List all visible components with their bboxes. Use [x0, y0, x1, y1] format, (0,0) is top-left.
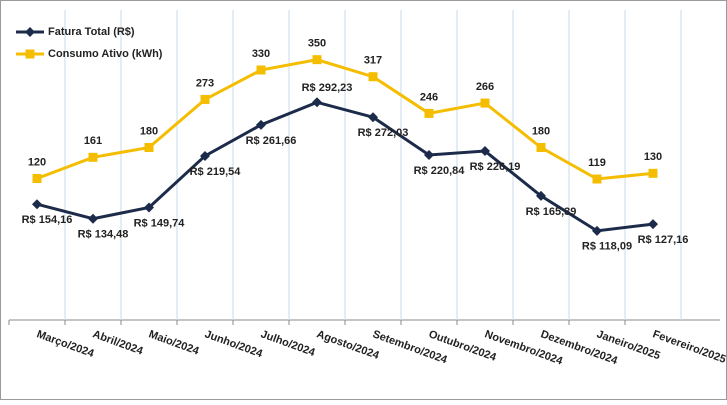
data-label: 130	[644, 151, 662, 163]
point	[312, 97, 322, 108]
legend-label: Fatura Total (R$)	[48, 26, 135, 38]
data-label: 330	[252, 48, 270, 60]
point	[200, 150, 210, 161]
data-label: R$ 261,66	[246, 135, 297, 147]
point	[88, 152, 98, 162]
point	[312, 55, 322, 65]
data-label: R$ 272,03	[358, 127, 409, 139]
point	[424, 149, 434, 160]
point	[592, 225, 602, 236]
data-label: 246	[420, 91, 438, 103]
data-label: R$ 127,16	[638, 234, 689, 246]
series-line	[36, 100, 654, 233]
data-label: R$ 118,09	[582, 241, 632, 253]
data-label: R$ 149,74	[134, 217, 186, 229]
data-label: 161	[84, 135, 102, 147]
data-label: 350	[308, 38, 326, 50]
data-label: R$ 165,39	[526, 206, 577, 218]
point	[32, 174, 42, 183]
data-label: R$ 226,19	[470, 161, 521, 173]
point	[200, 94, 210, 104]
point	[648, 168, 658, 178]
point	[32, 199, 42, 210]
point	[144, 202, 154, 213]
point	[424, 108, 434, 118]
point	[368, 72, 378, 82]
data-label: 273	[196, 77, 214, 89]
point	[144, 143, 154, 152]
data-label: 317	[364, 55, 382, 67]
point	[648, 219, 658, 230]
point	[536, 143, 546, 152]
point	[480, 98, 490, 108]
data-label: 180	[532, 125, 550, 137]
legend-label: Consumo Ativo (kWh)	[48, 48, 163, 60]
point	[368, 112, 378, 123]
data-label: 120	[28, 156, 46, 168]
data-label: 119	[588, 157, 606, 169]
legend-marker	[25, 27, 35, 37]
point	[256, 65, 266, 75]
data-label: R$ 134,48	[78, 229, 129, 241]
data-label: 180	[140, 125, 158, 137]
series-line	[36, 58, 654, 181]
point	[480, 146, 490, 157]
point	[536, 190, 546, 201]
point	[256, 119, 266, 130]
data-label: R$ 154,16	[22, 214, 73, 226]
point	[88, 213, 98, 224]
data-label: R$ 292,23	[302, 82, 353, 94]
point	[592, 174, 602, 184]
data-label: R$ 220,84	[414, 165, 466, 177]
data-label: R$ 219,54	[190, 166, 242, 178]
legend-marker	[25, 49, 35, 59]
data-label: 266	[476, 81, 494, 93]
